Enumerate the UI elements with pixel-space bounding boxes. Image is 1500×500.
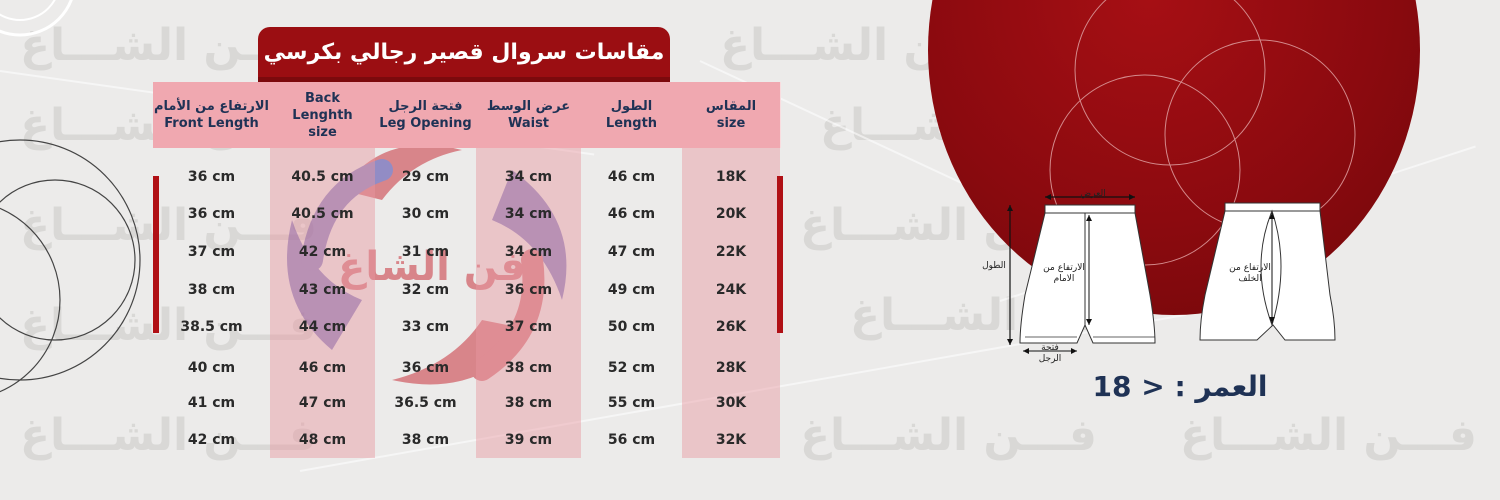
- table-cell-leg: 36 cm: [401, 359, 450, 376]
- column-highlight: [476, 148, 581, 458]
- table-cell-size: 20K: [715, 205, 747, 222]
- table-cell-front: 36 cm: [187, 168, 236, 185]
- table-cell-leg: 36.5 cm: [394, 394, 457, 411]
- watermark-text: فـــن الشـــاغ: [1180, 410, 1477, 461]
- column-header-leg: فتحة الرجل Leg Opening: [375, 82, 477, 148]
- table-cell-size: 26K: [715, 318, 747, 335]
- table-cell-back: 43 cm: [298, 281, 347, 298]
- table-cell-back: 47 cm: [298, 394, 347, 411]
- table-cell-length: 49 cm: [607, 281, 656, 298]
- table-cell-waist: 38 cm: [504, 359, 553, 376]
- column-header-front: الارتفاع من الأمام Front Length: [153, 82, 271, 148]
- watermark-text: فـــن الشـــاغ: [20, 300, 317, 351]
- table-cell-size: 30K: [715, 394, 747, 411]
- table-cell-leg: 33 cm: [401, 318, 450, 335]
- table-cell-waist: 34 cm: [504, 205, 553, 222]
- title-underline: [258, 77, 670, 83]
- header-english-label: Leg Opening: [379, 116, 472, 131]
- table-cell-length: 46 cm: [607, 205, 656, 222]
- table-cell-length: 46 cm: [607, 168, 656, 185]
- table-cell-length: 56 cm: [607, 431, 656, 448]
- decorative-circles: [0, 0, 141, 393]
- table-cell-length: 52 cm: [607, 359, 656, 376]
- header-arabic-label: فتحة الرجل: [388, 99, 463, 114]
- table-cell-front: 38.5 cm: [180, 318, 243, 335]
- column-header-back: Back Lenghth size: [270, 82, 376, 148]
- header-english-label: Front Length: [164, 116, 259, 131]
- header-english-label: Length: [605, 116, 658, 131]
- left-accent-bar: [153, 176, 159, 333]
- header-arabic-label: المقاس: [705, 99, 757, 114]
- table-cell-front: 37 cm: [187, 243, 236, 260]
- header-arabic-label: عرض الوسط: [486, 99, 571, 114]
- back-rise-label: الارتفاع من الخلف: [1229, 263, 1271, 284]
- table-cell-size: 28K: [715, 359, 747, 376]
- shorts-outline: [1007, 194, 1336, 354]
- table-cell-back: 40.5 cm: [291, 205, 354, 222]
- table-cell-leg: 38 cm: [401, 431, 450, 448]
- header-arabic-label: الارتفاع من الأمام: [153, 99, 269, 114]
- watermark-text: فـــن الشـــاغ: [20, 200, 317, 251]
- table-cell-length: 50 cm: [607, 318, 656, 335]
- leg-opening-label: فتحة الرجل: [1038, 343, 1062, 364]
- table-cell-length: 55 cm: [607, 394, 656, 411]
- watermark-text: فـــن الشـــاغ: [20, 410, 317, 461]
- table-cell-size: 22K: [715, 243, 747, 260]
- age-label: العمر : < 18: [1092, 369, 1268, 403]
- table-cell-back: 46 cm: [298, 359, 347, 376]
- table-cell-back: 48 cm: [298, 431, 347, 448]
- table-cell-waist: 34 cm: [504, 243, 553, 260]
- column-header-length: الطول Length: [581, 82, 683, 148]
- table-cell-waist: 38 cm: [504, 394, 553, 411]
- header-arabic-label: الطول: [610, 99, 653, 114]
- table-cell-front: 41 cm: [187, 394, 236, 411]
- header-english-label: Waist: [507, 116, 550, 131]
- table-cell-waist: 36 cm: [504, 281, 553, 298]
- logo-text: فن الشاغ: [338, 244, 526, 290]
- header-english-label: size: [716, 116, 746, 131]
- table-cell-back: 42 cm: [298, 243, 347, 260]
- table-cell-leg: 31 cm: [401, 243, 450, 260]
- brand-logo: فن الشاغ: [287, 145, 567, 385]
- table-cell-leg: 29 cm: [401, 168, 450, 185]
- table-cell-waist: 34 cm: [504, 168, 553, 185]
- front-rise-label: الارتفاع من الامام: [1043, 263, 1085, 284]
- table-cell-back: 44 cm: [298, 318, 347, 335]
- length-label: الطول: [982, 261, 1006, 271]
- header-english-label: Back Lenghth size: [292, 90, 353, 140]
- table-cell-waist: 37 cm: [504, 318, 553, 335]
- table-cell-front: 36 cm: [187, 205, 236, 222]
- column-highlight: [682, 148, 780, 458]
- table-cell-leg: 30 cm: [401, 205, 450, 222]
- table-cell-length: 47 cm: [607, 243, 656, 260]
- width-label: العرض: [1080, 189, 1106, 199]
- table-cell-leg: 32 cm: [401, 281, 450, 298]
- watermark-text: فـــن الشـــاغ: [800, 410, 1097, 461]
- column-highlight: [270, 148, 375, 458]
- shorts-diagram: العرض الطول الارتفاع من الامام الارتفاع …: [982, 185, 1345, 370]
- table-cell-waist: 39 cm: [504, 431, 553, 448]
- table-cell-size: 18K: [715, 168, 747, 185]
- table-cell-size: 32K: [715, 431, 747, 448]
- table-cell-front: 42 cm: [187, 431, 236, 448]
- table-cell-front: 38 cm: [187, 281, 236, 298]
- table-cell-back: 40.5 cm: [291, 168, 354, 185]
- table-cell-front: 40 cm: [187, 359, 236, 376]
- table-cell-size: 24K: [715, 281, 747, 298]
- page-title: مقاسات سروال قصير رجالي بكرسي: [258, 27, 670, 77]
- column-header-size: المقاس size: [682, 82, 781, 148]
- right-accent-bar: [777, 176, 783, 333]
- column-header-waist: عرض الوسط Waist: [476, 82, 582, 148]
